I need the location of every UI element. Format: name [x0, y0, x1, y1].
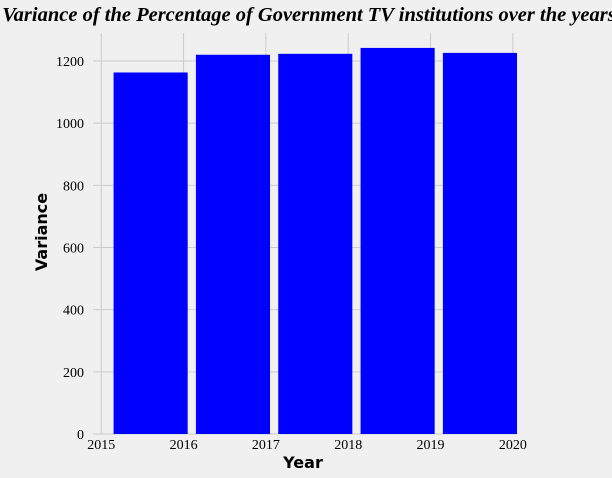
y-axis-label: Variance — [32, 193, 51, 271]
y-tick-label: 1200 — [56, 55, 84, 70]
bar-2019 — [442, 52, 517, 435]
x-tick-label: 2016 — [170, 438, 198, 453]
y-tick-label: 1000 — [56, 117, 84, 132]
y-tick-label: 600 — [63, 241, 84, 256]
x-tick-label: 2015 — [87, 438, 115, 453]
y-tick-label: 0 — [77, 428, 84, 443]
y-axis-ticks: 0 200 400 600 800 1000 1200 — [56, 55, 84, 443]
chart-title: Variance of the Percentage of Government… — [2, 4, 612, 26]
bar-2018 — [360, 47, 435, 434]
bar-2017 — [278, 53, 353, 434]
y-tick-label: 400 — [63, 304, 84, 319]
x-tick-label: 2019 — [417, 438, 445, 453]
y-tick-label: 200 — [63, 366, 84, 381]
bars — [113, 47, 517, 435]
x-tick-label: 2020 — [499, 438, 527, 453]
x-tick-label: 2017 — [252, 438, 280, 453]
x-axis-ticks: 2015 2016 2017 2018 2019 2020 — [87, 438, 527, 453]
bar-2015 — [113, 72, 188, 434]
y-tick-label: 800 — [63, 179, 84, 194]
x-tick-label: 2018 — [334, 438, 362, 453]
bar-2016 — [195, 54, 271, 434]
x-axis-label: Year — [282, 453, 323, 472]
